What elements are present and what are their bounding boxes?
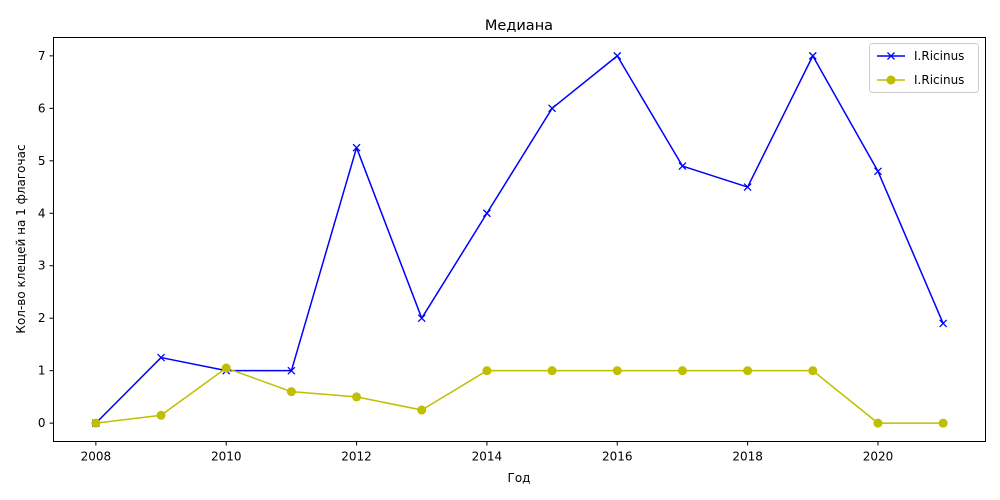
legend-label-2: I.Ricinus <box>914 73 964 87</box>
data-point-circle-marker <box>417 405 427 415</box>
data-point-x-marker <box>874 167 882 176</box>
data-point-circle-marker <box>612 366 622 376</box>
data-point-circle-marker <box>743 366 753 376</box>
x-tick-label: 2008 <box>81 450 112 464</box>
data-point-x-marker <box>808 51 817 60</box>
data-point-x-marker <box>287 366 296 375</box>
x-tick-label: 2012 <box>341 450 372 464</box>
series-layer <box>91 51 948 428</box>
y-axis-ticks: 0 1 2 3 4 5 6 7 <box>38 49 54 430</box>
series-2 <box>91 363 948 428</box>
data-point-circle-marker <box>286 387 296 397</box>
legend-entry-1: I.Ricinus <box>877 49 964 63</box>
y-tick-label: 1 <box>38 364 46 378</box>
y-tick-label: 4 <box>38 206 46 220</box>
x-tick-label: 2020 <box>863 450 894 464</box>
data-point-circle-marker <box>677 366 687 376</box>
data-point-x-marker <box>613 51 622 60</box>
x-tick-label: 2018 <box>732 450 763 464</box>
data-point-x-marker <box>482 209 491 218</box>
data-point-circle-marker <box>91 418 101 428</box>
x-tick-label: 2016 <box>602 450 633 464</box>
series-line <box>95 55 944 424</box>
plot-frame <box>53 37 986 442</box>
y-tick-label: 6 <box>38 101 46 115</box>
x-tick-label: 2010 <box>211 450 242 464</box>
legend: I.Ricinus I.Ricinus <box>869 43 979 93</box>
y-tick-label: 3 <box>38 259 46 273</box>
data-point-x-marker <box>548 104 557 113</box>
data-point-x-marker <box>939 319 948 328</box>
y-axis-label: Кол-во клещей на 1 флагочас <box>14 144 28 333</box>
y-tick-label: 7 <box>38 49 46 63</box>
data-point-circle-marker <box>938 418 948 428</box>
chart-title: Медиана <box>485 18 553 34</box>
data-point-circle-marker <box>808 366 818 376</box>
y-tick-label: 5 <box>38 154 46 168</box>
legend-entry-2: I.Ricinus <box>877 73 964 87</box>
y-tick-label: 0 <box>38 416 46 430</box>
plot-area: 2008 2010 2012 2014 2016 2018 2020 0 1 2 3 4 5 6 7 <box>38 37 986 464</box>
data-point-x-marker <box>352 143 361 152</box>
data-point-circle-marker <box>482 366 492 376</box>
data-point-circle-marker <box>221 363 231 373</box>
legend-label-1: I.Ricinus <box>914 49 964 63</box>
data-point-circle-marker <box>547 366 557 376</box>
data-point-circle-marker <box>873 418 883 428</box>
data-point-x-marker <box>678 162 687 171</box>
x-axis-label: Год <box>508 471 531 485</box>
y-tick-label: 2 <box>38 311 46 325</box>
data-point-x-marker <box>417 314 426 323</box>
data-point-circle-marker <box>156 410 166 420</box>
series-line <box>95 367 944 424</box>
legend-marker-x <box>887 52 895 60</box>
data-point-x-marker <box>743 183 752 191</box>
legend-marker-circle <box>886 75 896 85</box>
x-tick-label: 2014 <box>472 450 503 464</box>
x-axis-ticks: 2008 2010 2012 2014 2016 2018 2020 <box>81 441 894 464</box>
data-point-x-marker <box>157 353 165 362</box>
data-point-circle-marker <box>352 392 362 402</box>
